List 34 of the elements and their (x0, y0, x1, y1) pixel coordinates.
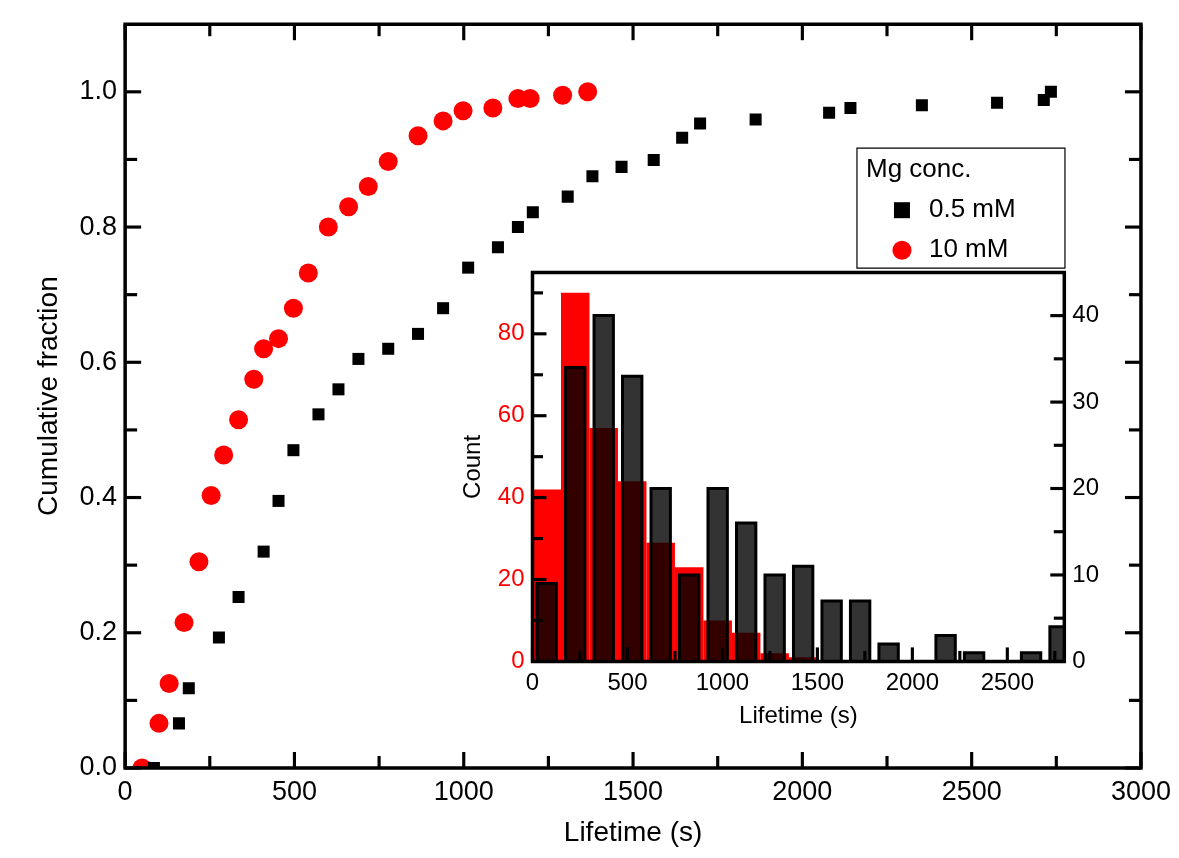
x-tick-label: 1000 (695, 668, 750, 696)
y-tick-label: 0.0 (79, 751, 118, 782)
y-tick-label: 20 (497, 564, 525, 592)
x-tick-label: 2000 (885, 668, 940, 696)
y-tick-label: 0.6 (79, 345, 118, 376)
x-tick-label: 1000 (433, 775, 494, 806)
x-tick-label: 1500 (603, 775, 664, 806)
y2-tick-label: 20 (1072, 473, 1100, 501)
x-tick-label: 500 (271, 775, 317, 806)
x-tick-label: 500 (607, 668, 648, 696)
y2-tick-label: 30 (1072, 386, 1100, 414)
y-tick-label: 60 (497, 400, 525, 428)
legend-label: 0.5 mM (928, 193, 1016, 224)
y-tick-label: 0.2 (79, 616, 118, 647)
x-tick-label: 2500 (941, 775, 1002, 806)
y-tick-label: 40 (497, 482, 525, 510)
y-tick-label: 80 (497, 318, 525, 346)
y2-tick-label: 40 (1072, 300, 1100, 328)
legend-title: Mg conc. (865, 153, 972, 184)
x-axis-title: Lifetime (s) (563, 815, 703, 847)
y-axis-title: Count (458, 434, 486, 499)
x-tick-label: 1500 (790, 668, 845, 696)
y-tick-label: 1.0 (79, 75, 118, 106)
x-tick-label: 2500 (980, 668, 1035, 696)
y2-tick-label: 10 (1072, 559, 1100, 587)
legend-label: 10 mM (928, 233, 1009, 264)
y-tick-label: 0.4 (79, 480, 118, 511)
x-axis-title: Lifetime (s) (739, 701, 858, 729)
x-tick-label: 2000 (772, 775, 833, 806)
x-tick-label: 3000 (1110, 775, 1172, 806)
y2-tick-label: 0 (1072, 646, 1086, 674)
y-tick-label: 0 (511, 646, 525, 674)
y-tick-label: 0.8 (79, 210, 118, 241)
y-axis-title: Cumulative fraction (31, 276, 63, 516)
